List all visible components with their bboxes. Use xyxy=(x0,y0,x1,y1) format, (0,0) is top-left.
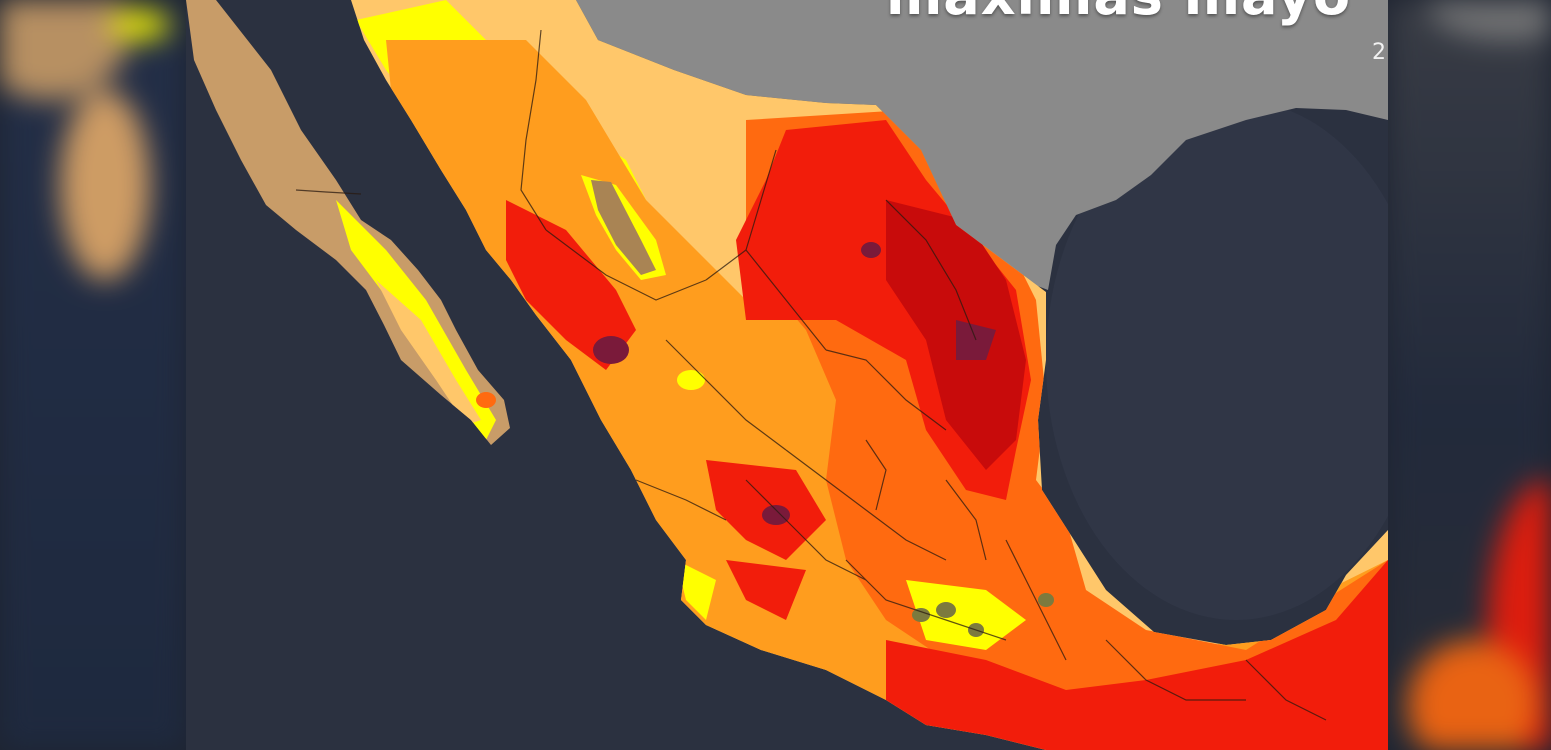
desert-zone xyxy=(591,180,656,275)
purple-zone xyxy=(593,336,629,364)
blurred-land xyxy=(1428,0,1551,40)
olive-zone xyxy=(1038,593,1054,607)
blurred-land xyxy=(60,90,150,280)
blurred-land xyxy=(110,10,170,40)
map-canvas xyxy=(186,0,1388,750)
red-zone-south xyxy=(886,560,1388,750)
blurred-right-margin xyxy=(1388,0,1551,750)
map-title: máximas mayo xyxy=(886,0,1351,27)
purple-zone xyxy=(861,242,881,258)
purple-zone xyxy=(762,505,790,525)
gulf-of-mexico xyxy=(1046,100,1388,620)
blurred-land xyxy=(0,0,130,100)
red-zone-west xyxy=(726,560,806,620)
united-states-land xyxy=(406,0,1388,290)
yellow-zone xyxy=(677,370,705,390)
olive-zone xyxy=(912,608,930,622)
map-date: 2 xyxy=(1372,40,1386,65)
red-zone-sinaloa xyxy=(506,200,636,370)
yellow-zone-central xyxy=(906,580,1026,650)
state-borders xyxy=(295,29,1327,721)
temperature-map: máximas mayo 2 xyxy=(186,0,1388,750)
blurred-land xyxy=(1408,640,1538,750)
yellow-zone-coast xyxy=(676,560,716,620)
olive-zone xyxy=(936,602,956,618)
blurred-left-margin xyxy=(0,0,186,750)
